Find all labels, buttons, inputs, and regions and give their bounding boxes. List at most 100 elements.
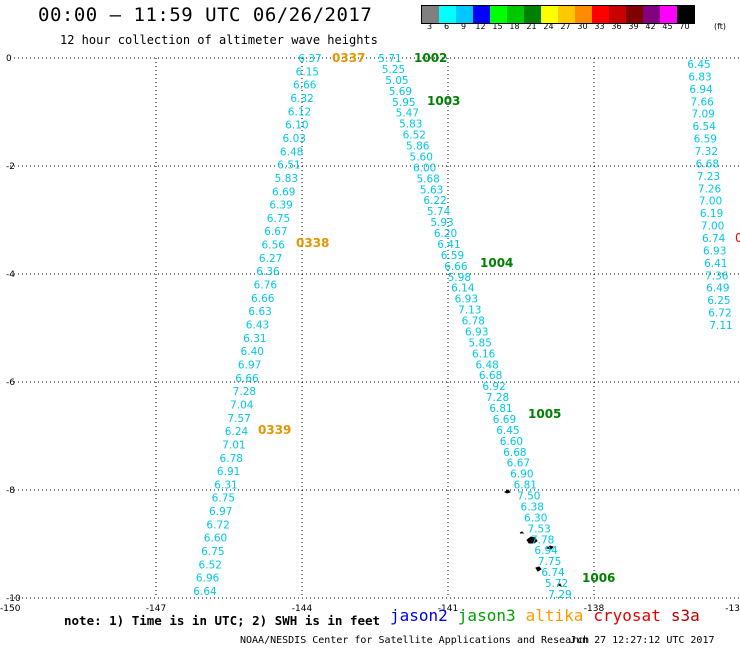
legend-label-45: 45	[662, 22, 673, 31]
satellite-jason2: jason2	[390, 606, 448, 625]
legend-label-33: 33	[594, 22, 605, 31]
legend-swatch-45	[660, 6, 677, 23]
axis-labels: 0 -2 -4 -6 -8 -10-150 -147 -144 -141 -138 -13	[0, 54, 740, 614]
pass-time-label: 1002	[414, 51, 447, 65]
wave-height-value: 5.60	[410, 151, 433, 163]
lon-tick-label: -144	[292, 604, 313, 614]
wave-height-value: 6.27	[259, 253, 282, 265]
wave-height-value: 5.47	[396, 108, 419, 120]
wave-height-value: 6.30	[524, 512, 547, 524]
wave-height-value: 6.92	[482, 381, 505, 393]
wave-height-value: 6.72	[206, 519, 229, 531]
lon-tick-label: -138	[584, 604, 605, 614]
legend-swatch-39	[626, 6, 643, 23]
wave-height-value: 6.91	[217, 466, 240, 478]
legend-label-21: 21	[526, 22, 537, 31]
legend-swatch-70	[677, 6, 694, 23]
map-subtitle: 12 hour collection of altimeter wave hei…	[60, 33, 378, 47]
islands	[504, 489, 562, 587]
wave-height-value: 6.81	[514, 480, 537, 492]
wave-height-value: 6.60	[204, 533, 227, 545]
wave-height-value: 6.97	[209, 506, 232, 518]
wave-height-value: 6.93	[455, 294, 478, 306]
wave-height-value: 6.16	[472, 348, 496, 360]
legend-label-70: 70	[679, 22, 690, 31]
wave-height-value: 6.49	[706, 283, 729, 295]
wave-height-value: 5.85	[469, 337, 492, 349]
wave-height-value: 7.04	[230, 399, 254, 411]
wave-height-value: 6.68	[503, 447, 526, 459]
pass-time-label: 0338	[296, 236, 329, 250]
wave-height-value: 6.81	[489, 403, 512, 415]
wave-height-value: 7.00	[701, 221, 724, 233]
wave-height-value: 6.59	[694, 134, 717, 146]
wave-height-value: 6.66	[293, 80, 317, 92]
wave-height-value: 7.53	[527, 523, 550, 535]
lon-tick-label: -141	[438, 604, 458, 614]
legend-label-24: 24	[543, 22, 554, 31]
wave-height-value: 6.54	[693, 121, 717, 133]
wave-height-value: 6.76	[254, 280, 278, 292]
wave-height-value: 6.78	[220, 453, 243, 465]
wave-height-value: 6.19	[700, 208, 723, 220]
legend-swatch-30	[575, 6, 592, 23]
island-shape	[526, 536, 538, 544]
legend-label-30: 30	[577, 22, 588, 31]
wave-height-value: 6.67	[507, 458, 530, 470]
legend-swatch-18	[507, 6, 524, 23]
wave-height-value: 6.74	[702, 233, 726, 245]
wave-height-value: 6.83	[688, 71, 711, 83]
wave-height-value: 6.43	[246, 320, 269, 332]
wave-height-value: 6.96	[196, 573, 220, 585]
legend-label-3: 3	[426, 22, 433, 31]
pass-time-label: 0339	[258, 423, 291, 437]
pass-time-label: 1003	[427, 94, 460, 108]
wave-height-value: 7.36	[705, 270, 729, 282]
pass-time-label: 1004	[480, 256, 513, 270]
lat-tick-label: -8	[6, 486, 15, 496]
wave-height-value: 6.74	[541, 567, 565, 579]
lat-tick-label: -4	[6, 270, 15, 280]
wave-height-value: 5.05	[385, 75, 408, 87]
wave-height-value: 6.60	[500, 436, 523, 448]
wave-height-value: 6.97	[238, 359, 261, 371]
legend-swatch-6	[439, 6, 456, 23]
wave-height-value: 6.59	[441, 250, 464, 262]
wave-height-value: 6.03	[283, 133, 306, 145]
island-shape	[519, 531, 525, 534]
wave-height-value: 6.93	[703, 245, 726, 257]
wave-height-value: 6.39	[269, 200, 292, 212]
legend-swatch-9	[456, 6, 473, 23]
footer-note: note: 1) Time is in UTC; 2) SWH is in fe…	[64, 613, 381, 628]
wave-height-value: 6.94	[689, 84, 713, 96]
legend-label-12: 12	[475, 22, 486, 31]
wave-height-value: 6.14	[451, 283, 475, 295]
legend-swatch-36	[609, 6, 626, 23]
wave-height-value: 6.72	[708, 308, 731, 320]
legend-label-15: 15	[492, 22, 503, 31]
wave-height-value: 5.86	[406, 141, 430, 153]
legend-swatch-21	[524, 6, 541, 23]
wave-height-value: 7.28	[486, 392, 509, 404]
legend-label-39: 39	[628, 22, 639, 31]
wave-height-value: 5.74	[427, 206, 451, 218]
legend-swatch-15	[490, 6, 507, 23]
wave-height-value: 7.29	[548, 589, 571, 601]
wave-height-value: 7.75	[538, 556, 561, 568]
wave-height-value: 6.75	[201, 546, 224, 558]
legend-swatch-27	[558, 6, 575, 23]
wave-height-value: 5.63	[420, 184, 443, 196]
wave-height-value: 6.67	[264, 226, 287, 238]
wave-height-value: 6.45	[496, 425, 519, 437]
wave-height-value: 5.69	[389, 86, 412, 98]
wave-height-value: 6.20	[434, 228, 457, 240]
wave-height-value: 6.64	[193, 586, 217, 598]
pass-time-label: 0337	[332, 51, 365, 65]
wave-height-value: 6.68	[479, 370, 502, 382]
legend-label-9: 9	[460, 22, 467, 31]
wave-height-value: 6.32	[290, 93, 313, 105]
legend-swatch-3	[422, 6, 439, 23]
pass-time-label: 1006	[582, 571, 615, 585]
legend-label-6: 6	[443, 22, 450, 31]
wave-height-value: 6.69	[493, 414, 516, 426]
